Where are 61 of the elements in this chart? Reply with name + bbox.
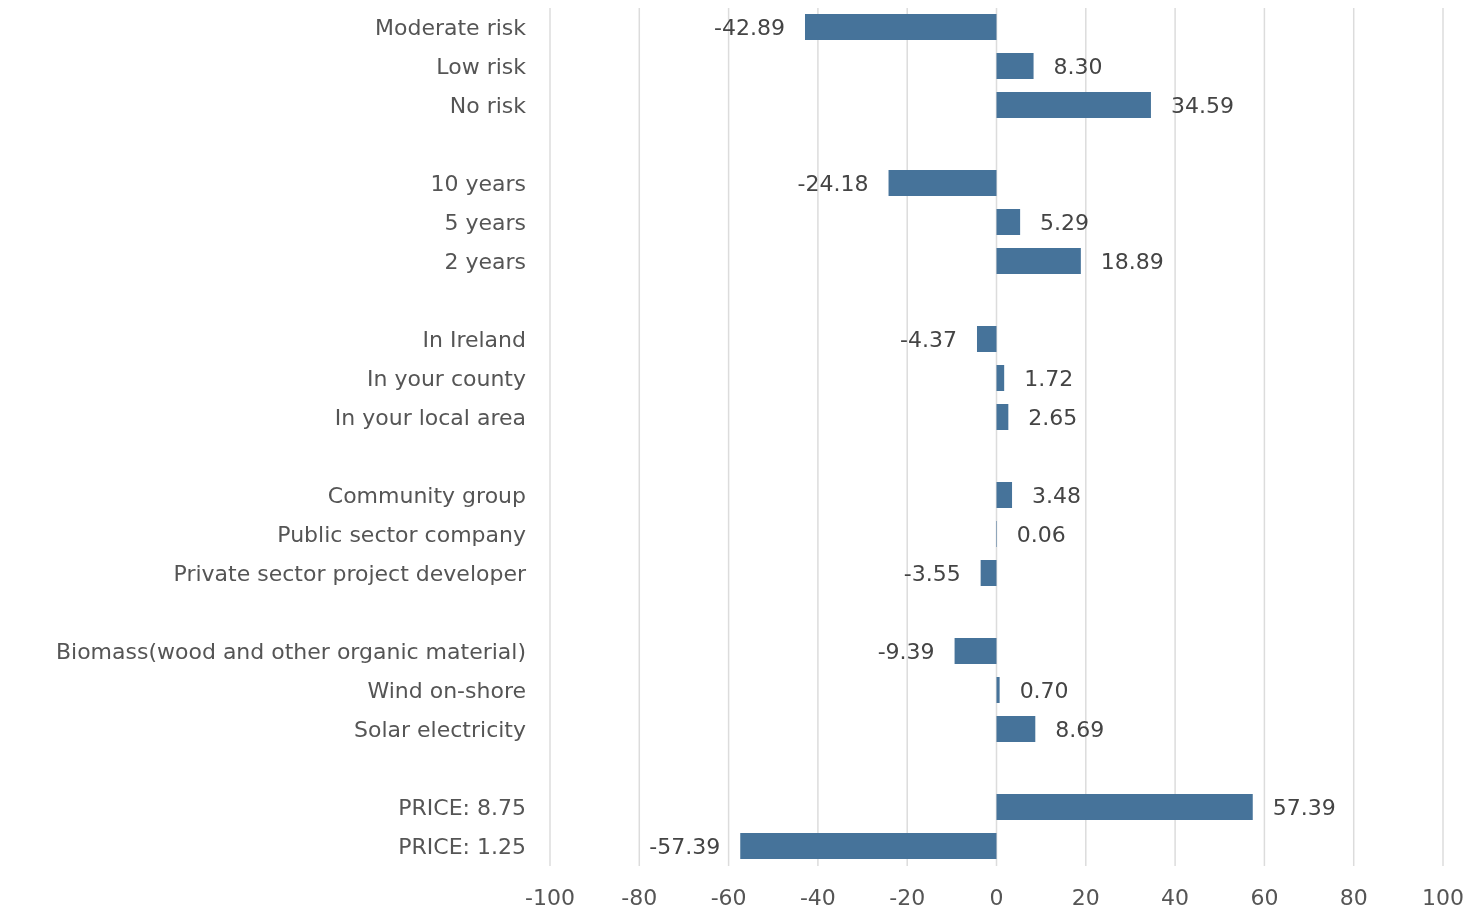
y-tick-label: Public sector company [277,521,526,547]
data-label: 3.48 [1032,482,1082,508]
x-tick-label: -60 [710,884,747,910]
y-tick-label: PRICE: 8.75 [398,794,526,820]
bar [888,170,997,196]
bar [954,638,997,664]
data-label: -9.39 [877,638,935,664]
data-label: -3.55 [903,560,961,586]
data-label: -4.37 [900,326,957,352]
y-tick-label: Community group [327,482,526,508]
x-tick-label: -80 [621,884,658,910]
bar [976,326,997,352]
data-label: 34.59 [1170,92,1234,118]
x-tick-label: 0 [989,884,1004,910]
bar [996,53,1034,79]
bar [996,716,1036,742]
data-label: 8.69 [1055,716,1105,742]
y-tick-label: PRICE: 1.25 [398,833,526,859]
y-tick-label: No risk [449,92,527,118]
y-tick-label: 5 years [444,209,526,235]
data-label: 57.39 [1272,794,1336,820]
bar [996,365,1005,391]
data-label: 5.29 [1040,209,1090,235]
x-tick-label: 20 [1071,884,1100,910]
data-label: -24.18 [797,170,869,196]
bar [996,482,1013,508]
x-tick-label: 60 [1250,884,1279,910]
data-label: 8.30 [1053,53,1103,79]
data-label: 1.72 [1024,365,1074,391]
bar [996,209,1021,235]
y-tick-label: Moderate risk [375,14,527,40]
data-label: 2.65 [1028,404,1078,430]
data-label: 0.06 [1016,521,1066,547]
data-label: -42.89 [714,14,785,40]
y-tick-label: 2 years [444,248,526,274]
bar [996,92,1151,118]
y-tick-label: In your county [367,365,526,391]
x-tick-label: -20 [889,884,926,910]
y-tick-label: Biomass(wood and other organic material) [55,638,526,664]
bar [980,560,997,586]
x-tick-label: 100 [1422,884,1464,910]
bar [996,677,1000,703]
y-tick-label: Low risk [436,53,527,79]
y-tick-label: Solar electricity [354,716,526,742]
x-tick-label: -100 [525,884,575,910]
y-tick-label: Private sector project developer [173,560,527,586]
bar [996,794,1253,820]
bar [996,404,1009,430]
x-tick-label: -40 [799,884,836,910]
data-label: 18.89 [1100,248,1164,274]
bar [740,833,997,859]
x-tick-label: 40 [1161,884,1190,910]
x-tick-label: 80 [1339,884,1368,910]
y-tick-label: In Ireland [422,326,526,352]
y-tick-label: 10 years [430,170,526,196]
y-tick-label: In your local area [334,404,526,430]
bar [996,248,1081,274]
data-label: 0.70 [1019,677,1069,703]
bar [805,14,997,40]
data-label: -57.39 [649,833,721,859]
y-tick-label: Wind on-shore [367,677,526,703]
